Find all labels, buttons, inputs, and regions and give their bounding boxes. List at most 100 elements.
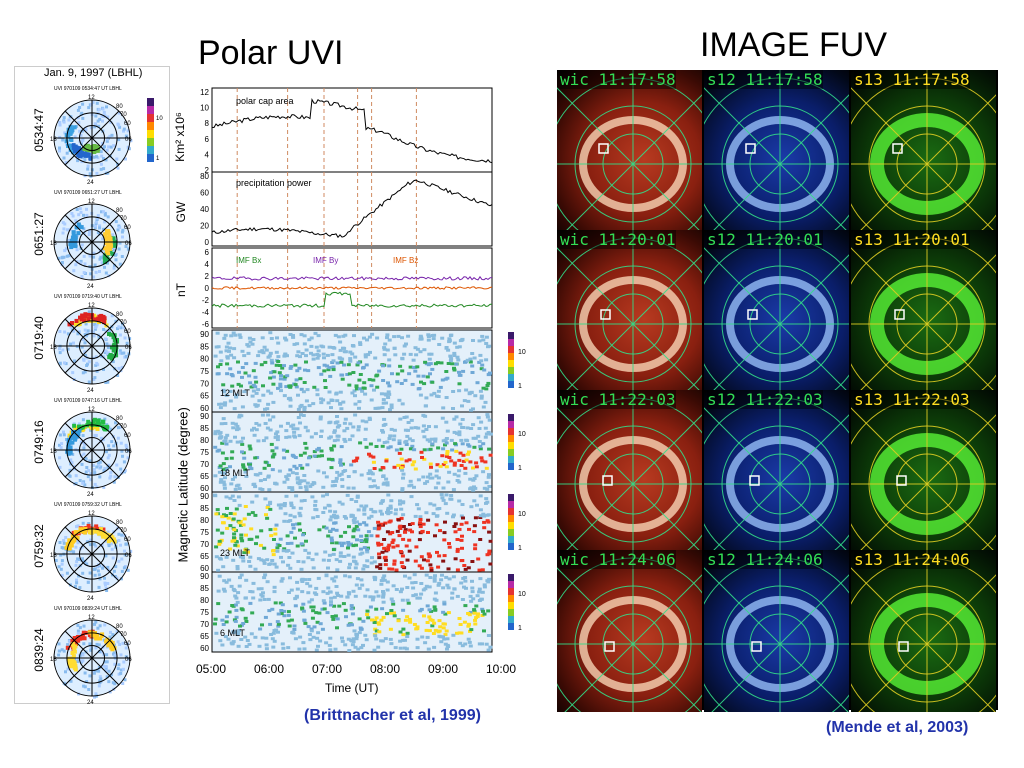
fuv-image-tile: wic 11:22:03 xyxy=(557,390,702,552)
uvi-dial-label: 70 xyxy=(120,320,127,326)
uvi-colorbar: 10 1 xyxy=(147,98,163,162)
fuv-image-tile: s12 11:20:01 xyxy=(704,230,849,392)
uvi-dial-label: 18 xyxy=(50,241,57,247)
spectro-ytick: 85 xyxy=(200,342,209,351)
panel-ytick: 2 xyxy=(205,272,210,281)
uvi-dial-label: 18 xyxy=(50,449,57,455)
uvi-dial-label: 60 xyxy=(124,121,131,127)
uvi-dial-label: 12 xyxy=(88,511,95,517)
panel-ytick: 0 xyxy=(205,284,210,293)
fuv-marker-box xyxy=(749,475,760,486)
panel-ytick: 80 xyxy=(200,172,209,181)
fuv-image-tile: s13 11:22:03 xyxy=(851,390,996,552)
uvi-frame-header: UVI 970109 0651:27 UT LBHL xyxy=(54,190,122,196)
uvi-dial-label: 18 xyxy=(50,657,57,663)
uvi-dial-label: 60 xyxy=(124,329,131,335)
timeseries-frame xyxy=(211,87,493,175)
uvi-dial-label: 18 xyxy=(50,137,57,143)
spectro-colorbar-top: 10 xyxy=(518,431,526,438)
spectro-ytick: 60 xyxy=(200,564,209,573)
panel-ytick: 4 xyxy=(205,150,210,159)
spectro-ytick: 85 xyxy=(200,424,209,433)
spectro-ytick: 60 xyxy=(200,404,209,413)
uvi-dial-label: 24 xyxy=(87,596,94,600)
spectro-ytick: 80 xyxy=(200,436,209,445)
legend-bz: IMF Bz xyxy=(393,256,419,265)
imf-by-trace xyxy=(211,275,493,281)
spectro-colorbar-bottom: 1 xyxy=(518,465,522,472)
uvi-dial-label: 70 xyxy=(120,112,127,118)
panel-ytick: 6 xyxy=(205,248,210,257)
uvi-dial-label: 60 xyxy=(124,537,131,543)
citation-right: (Mende et al, 2003) xyxy=(826,719,969,736)
uvi-frame-time: 0749:16 xyxy=(32,420,46,464)
uvi-dial-label: 06 xyxy=(125,553,132,559)
timeseries-xtick: 09:00 xyxy=(428,662,459,676)
panel-ytick: 40 xyxy=(200,205,209,214)
fuv-instrument-label: s12 11:20:01 xyxy=(707,230,823,249)
panel-ytick: -2 xyxy=(202,296,210,305)
uvi-dial-label: 80 xyxy=(116,104,123,110)
uvi-dial-label: 70 xyxy=(120,424,127,430)
uvi-dial-label: 18 xyxy=(50,345,57,351)
fuv-marker-box xyxy=(600,309,611,320)
uvi-frame-header: UVI 970109 0747:16 UT LBHL xyxy=(54,398,122,404)
spectro-ytick: 65 xyxy=(200,552,209,561)
panel2-label: precipitation power xyxy=(236,178,312,188)
uvi-frame-time: 0651:27 xyxy=(32,212,46,256)
uvi-dial-label: 06 xyxy=(125,137,132,143)
fuv-image-tile: s13 11:17:58 xyxy=(851,70,996,232)
uvi-dial-label: 12 xyxy=(88,199,95,205)
uvi-dial-label: 80 xyxy=(116,208,123,214)
panel-ytick: 60 xyxy=(200,189,209,198)
uvi-polar-dial: 12 18 06 24 80 70 60 xyxy=(50,511,132,600)
fuv-image-tile: wic 11:20:01 xyxy=(557,230,702,392)
panel2-ylabel: GW xyxy=(174,201,188,223)
uvi-dial-label: 12 xyxy=(88,407,95,413)
legend-by: IMF By xyxy=(313,256,339,265)
fuv-instrument-label: wic 11:24:06 xyxy=(560,550,676,569)
uvi-polar-dial: 12 18 06 24 80 70 60 xyxy=(50,407,132,496)
spectro-ytick: 70 xyxy=(200,460,209,469)
precipitation-power-trace xyxy=(211,179,493,239)
spectro-ytick: 85 xyxy=(200,584,209,593)
spectro-mlt-label: 18 MLT xyxy=(220,468,250,478)
fuv-marker-box xyxy=(898,641,909,652)
fuv-marker-box xyxy=(751,641,762,652)
uvi-frame-time: 0534:47 xyxy=(32,108,46,152)
fuv-image-tile: s12 11:24:06 xyxy=(704,550,849,712)
fuv-instrument-label: wic 11:17:58 xyxy=(560,70,676,89)
spectro-ytick: 75 xyxy=(200,448,209,457)
imf-bz-trace xyxy=(211,286,493,290)
spectro-ytick: 80 xyxy=(200,516,209,525)
uvi-dial-label: 18 xyxy=(50,553,57,559)
spectro-ytick: 85 xyxy=(200,504,209,513)
uvi-dial-label: 80 xyxy=(116,416,123,422)
timeseries-xtick: 10:00 xyxy=(486,662,517,676)
polar-uvi-title: Polar UVI xyxy=(198,34,344,72)
timeseries-ylabel: Magnetic Latitude (degree) xyxy=(175,407,191,563)
uvi-dial-label: 70 xyxy=(120,632,127,638)
timeseries-xtick: 05:00 xyxy=(196,662,227,676)
uvi-dial-label: 12 xyxy=(88,95,95,101)
fuv-image-tile: s12 11:22:03 xyxy=(704,390,849,552)
panel-ytick: 0 xyxy=(205,238,210,247)
spectro-colorbar-top: 10 xyxy=(518,511,526,518)
fuv-image-tile: s13 11:24:06 xyxy=(851,550,996,712)
panel-ytick: 6 xyxy=(205,135,210,144)
fuv-marker-box xyxy=(892,143,903,154)
panel-ytick: 4 xyxy=(205,260,210,269)
spectro-ytick: 60 xyxy=(200,484,209,493)
spectro-colorbar-bottom: 1 xyxy=(518,545,522,552)
spectro-colorbar-top: 10 xyxy=(518,591,526,598)
panel-ytick: 12 xyxy=(200,88,209,97)
fuv-image-tile: wic 11:17:58 xyxy=(557,70,702,232)
spectro-ytick: 65 xyxy=(200,392,209,401)
spectro-mlt-label: 23 MLT xyxy=(220,548,250,558)
uvi-frame-time: 0839:24 xyxy=(32,628,46,672)
spectro-ytick: 70 xyxy=(200,620,209,629)
fuv-image-tile: s12 11:17:58 xyxy=(704,70,849,232)
spectro-ytick: 90 xyxy=(200,492,209,501)
spectro-colorbar-bottom: 1 xyxy=(518,625,522,632)
uvi-colorbar-top: 10 xyxy=(156,116,163,122)
